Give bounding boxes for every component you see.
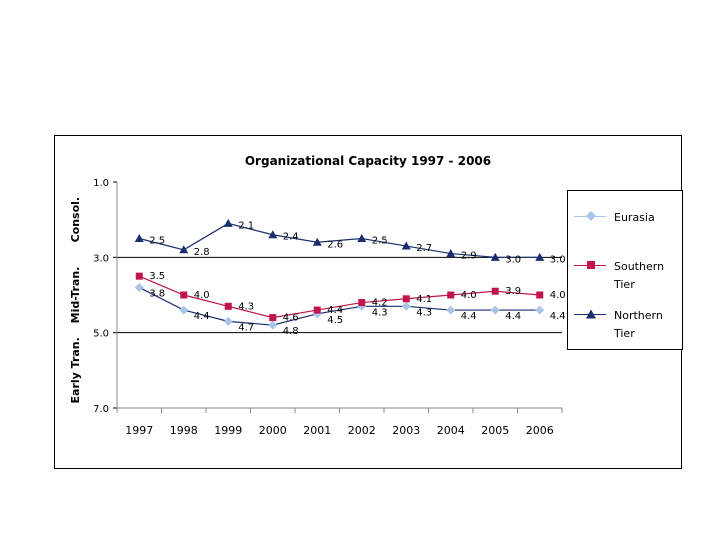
square-marker-icon [587, 261, 595, 269]
data-label: 2.1 [238, 220, 254, 231]
data-point-northern-tier [446, 249, 456, 258]
series-line-northern-tier [139, 222, 540, 258]
data-label: 4.4 [194, 311, 210, 322]
data-label: 4.0 [194, 290, 210, 301]
data-point-southern-tier [180, 291, 188, 299]
data-label: 2.5 [372, 236, 388, 247]
x-tick-label: 2000 [259, 424, 287, 437]
data-point-northern-tier [401, 241, 411, 250]
x-tick-label: 2003 [392, 424, 420, 437]
data-label: 3.8 [149, 288, 165, 299]
y-tick-label: 3.0 [93, 253, 109, 264]
data-label: 3.9 [505, 286, 521, 297]
x-tick-label: 2004 [437, 424, 465, 437]
data-label: 4.3 [416, 307, 432, 318]
legend-label-southern-tier: Southern Tier [614, 260, 665, 291]
x-tick-label: 1998 [170, 424, 198, 437]
data-label: 4.8 [283, 326, 299, 337]
data-point-southern-tier [224, 302, 232, 310]
data-label: 4.4 [461, 311, 477, 322]
data-point-northern-tier [312, 237, 322, 246]
triangle-marker-icon [586, 309, 596, 319]
data-label: 4.0 [550, 290, 566, 301]
data-label: 4.5 [327, 315, 343, 326]
data-label: 4.6 [283, 313, 299, 324]
data-label: 4.4 [550, 311, 566, 322]
data-label: 4.3 [372, 307, 388, 318]
legend-label-northern-tier: Northern Tier [614, 309, 663, 340]
data-label: 2.8 [194, 247, 210, 258]
series-line-eurasia [138, 286, 540, 326]
data-point-northern-tier [134, 234, 144, 242]
x-tick-label: 2001 [303, 424, 331, 437]
legend-entry-northern-tier: Northern Tier [568, 307, 684, 347]
diamond-marker-icon [586, 211, 596, 221]
y-band-label: Consol. [69, 197, 82, 243]
chart-title: Organizational Capacity 1997 - 2006 [245, 154, 491, 168]
legend-label-eurasia: Eurasia [614, 211, 655, 224]
data-label: 2.9 [461, 251, 477, 262]
y-tick-label: 5.0 [93, 329, 109, 340]
data-label: 4.1 [416, 294, 432, 305]
y-tick-label: 7.0 [93, 404, 109, 415]
data-point-southern-tier [135, 272, 143, 280]
data-point-eurasia [446, 305, 456, 315]
data-point-eurasia [535, 305, 545, 315]
data-point-northern-tier [357, 234, 367, 242]
data-point-southern-tier [358, 299, 366, 307]
data-point-southern-tier [536, 291, 544, 299]
series-line-southern-tier [139, 275, 540, 319]
chart-legend: Eurasia Southern Tier Northern Tier [567, 190, 683, 350]
data-point-southern-tier [447, 291, 455, 299]
data-point-southern-tier [313, 306, 321, 314]
data-label: 2.7 [416, 243, 432, 254]
data-label: 3.5 [149, 271, 165, 282]
data-point-eurasia [134, 282, 144, 292]
data-label: 4.7 [238, 322, 254, 333]
data-point-eurasia [268, 320, 278, 330]
data-point-northern-tier [535, 252, 545, 261]
data-label: 4.0 [461, 290, 477, 301]
data-point-northern-tier [223, 218, 233, 227]
data-label: 2.6 [327, 239, 343, 250]
x-tick-label: 2002 [348, 424, 376, 437]
y-band-label: Mid-Tran. [69, 267, 82, 324]
x-tick-label: 2005 [481, 424, 509, 437]
data-point-northern-tier [179, 245, 189, 254]
data-label: 3.0 [550, 254, 566, 265]
legend-entry-eurasia: Eurasia [568, 209, 684, 249]
x-tick-label: 1997 [125, 424, 153, 437]
data-point-northern-tier [268, 230, 278, 239]
data-label: 3.0 [505, 254, 521, 265]
data-label: 2.5 [149, 236, 165, 247]
data-point-northern-tier [490, 252, 500, 261]
data-point-eurasia [223, 316, 233, 326]
x-tick-label: 2006 [526, 424, 554, 437]
data-point-eurasia [490, 305, 500, 315]
data-point-southern-tier [402, 295, 410, 303]
y-band-label: Early Tran. [69, 337, 82, 403]
data-point-southern-tier [269, 314, 277, 322]
data-point-southern-tier [491, 287, 499, 295]
data-label: 2.4 [283, 232, 299, 243]
data-label: 4.4 [505, 311, 521, 322]
data-point-eurasia [179, 305, 189, 315]
data-label: 4.4 [327, 305, 343, 316]
data-label: 4.3 [238, 301, 254, 312]
legend-entry-southern-tier: Southern Tier [568, 258, 684, 298]
x-tick-label: 1999 [214, 424, 242, 437]
y-tick-label: 1.0 [93, 178, 109, 189]
data-label: 4.2 [372, 298, 388, 309]
data-point-eurasia [401, 301, 411, 311]
